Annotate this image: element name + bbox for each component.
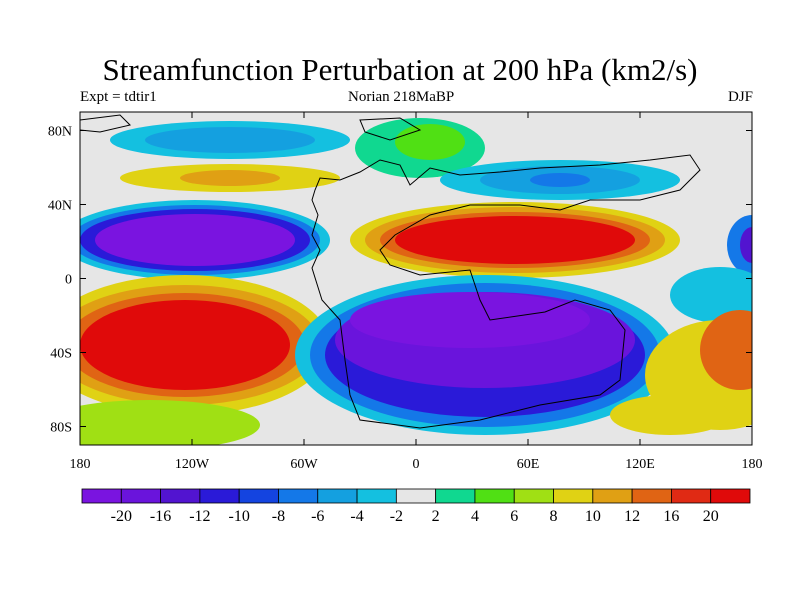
colorbar-label: -4 bbox=[350, 508, 363, 525]
plot-title: Streamfunction Perturbation at 200 hPa (… bbox=[102, 52, 698, 87]
lat-tick-label: 80S bbox=[50, 421, 72, 436]
lat-tick-label: 40N bbox=[48, 199, 72, 214]
colorbar-label: -20 bbox=[111, 508, 132, 525]
colorbar-swatch bbox=[120, 488, 161, 504]
latitude-axis: 80N 40N 0 40S 80S bbox=[48, 125, 752, 436]
colorbar-swatch bbox=[553, 488, 594, 504]
colorbar-label: 12 bbox=[624, 508, 640, 525]
colorbar-swatch bbox=[592, 488, 633, 504]
colorbar-label: 8 bbox=[550, 508, 558, 525]
colorbar-swatch bbox=[435, 488, 476, 504]
colorbar-swatch bbox=[238, 488, 279, 504]
colorbar-swatch bbox=[474, 488, 515, 504]
contour-field bbox=[80, 112, 752, 445]
colorbar-swatch bbox=[278, 488, 319, 504]
colorbar-swatch bbox=[513, 488, 554, 504]
colorbar-label: -12 bbox=[189, 508, 210, 525]
colorbar-label: -8 bbox=[272, 508, 285, 525]
colorbar-swatch bbox=[631, 488, 672, 504]
lon-tick-label: 180 bbox=[70, 457, 91, 472]
lon-tick-label: 180 bbox=[742, 457, 763, 472]
colorbar-label: 2 bbox=[432, 508, 440, 525]
experiment-label: Expt = tdtir1 bbox=[80, 89, 157, 105]
colorbar-swatch bbox=[671, 488, 712, 504]
lon-tick-label: 60E bbox=[517, 457, 540, 472]
colorbar-swatch bbox=[199, 488, 240, 504]
colorbar-label: -16 bbox=[150, 508, 171, 525]
colorbar-swatch bbox=[356, 488, 397, 504]
colorbar-label: 4 bbox=[471, 508, 479, 525]
lon-tick-label: 120W bbox=[175, 457, 210, 472]
colorbar-label: 6 bbox=[510, 508, 518, 525]
lon-tick-label: 120E bbox=[625, 457, 655, 472]
colorbar-swatch bbox=[81, 488, 122, 504]
colorbar-label: -10 bbox=[229, 508, 250, 525]
colorbar-swatch bbox=[160, 488, 201, 504]
lon-tick-label: 60W bbox=[290, 457, 318, 472]
colorbar-swatch bbox=[710, 488, 751, 504]
colorbar-label: -6 bbox=[311, 508, 324, 525]
colorbar: -20 -16 -12 -10 -8 -6 -4 -2 2 4 6 8 10 12 16 20 bbox=[81, 488, 751, 525]
colorbar-swatch bbox=[317, 488, 358, 504]
lat-tick-label: 80N bbox=[48, 125, 72, 140]
colorbar-label: 10 bbox=[585, 508, 601, 525]
colorbar-label: 20 bbox=[703, 508, 719, 525]
colorbar-swatch bbox=[395, 488, 437, 504]
lat-tick-label: 0 bbox=[65, 273, 72, 288]
season-label: DJF bbox=[727, 89, 753, 105]
longitude-axis: 180 120W 60W 0 60E 120E 180 bbox=[70, 112, 763, 472]
period-label: Norian 218MaBP bbox=[348, 89, 455, 105]
lon-tick-label: 0 bbox=[413, 457, 420, 472]
colorbar-label: -2 bbox=[390, 508, 403, 525]
lat-tick-label: 40S bbox=[50, 347, 72, 362]
colorbar-label: 16 bbox=[663, 508, 679, 525]
